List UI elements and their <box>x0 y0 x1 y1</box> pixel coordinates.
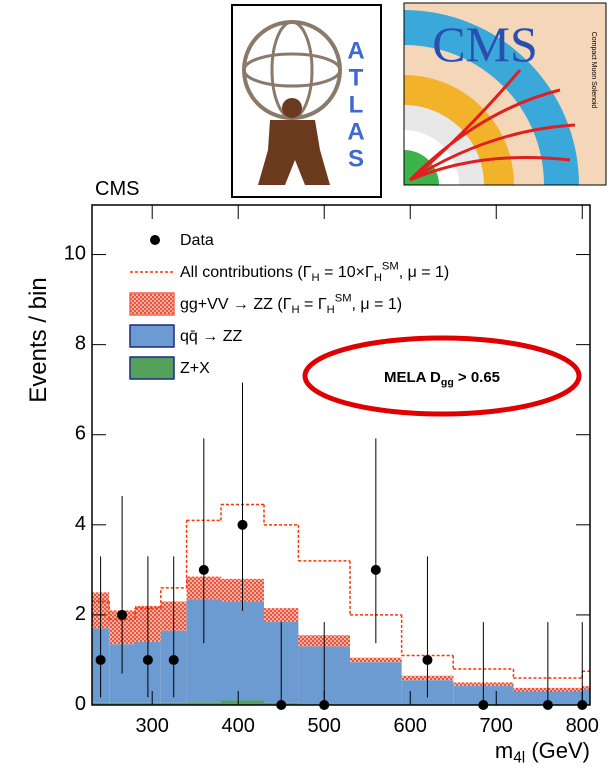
data-point <box>96 655 106 665</box>
legend-marker <box>150 235 160 245</box>
x-tick-label: 700 <box>480 715 513 737</box>
atlas-text: ATLAS <box>343 38 370 173</box>
y-axis-label: Events / bin <box>25 277 52 402</box>
x-tick-label: 600 <box>394 715 427 737</box>
legend-swatch <box>130 357 174 379</box>
histogram-bar <box>350 658 402 663</box>
cms-text: CMS <box>432 16 538 72</box>
x-tick-label: 300 <box>136 715 169 737</box>
data-point <box>199 565 209 575</box>
histogram-bar <box>221 601 264 700</box>
x-tick-label: 400 <box>222 715 255 737</box>
legend-label: Z+X <box>180 360 210 377</box>
legend-swatch <box>130 325 174 347</box>
y-tick-label: 6 <box>75 423 86 445</box>
legend-label: qq̄ → ZZ <box>180 328 242 345</box>
data-point <box>238 520 248 530</box>
legend-label: All contributions (ΓH = 10×ΓHSM, μ = 1) <box>180 261 449 284</box>
histogram-bar <box>264 608 298 622</box>
x-tick-label: 800 <box>566 715 599 737</box>
y-tick-label: 10 <box>64 243 86 265</box>
data-point <box>143 655 153 665</box>
data-point <box>422 655 432 665</box>
chart: CMS Events / bin m4l (GeV) MELA Dgg > 0.… <box>0 0 611 772</box>
legend-label: Data <box>180 232 214 249</box>
data-point <box>117 610 127 620</box>
atlas-logo: ATLAS <box>232 5 381 197</box>
histogram-bar <box>582 686 590 689</box>
x-tick-label: 500 <box>308 715 341 737</box>
data-point <box>371 565 381 575</box>
x-axis-label: m4l (GeV) <box>495 738 590 767</box>
legend-swatch <box>130 293 174 315</box>
y-tick-label: 8 <box>75 333 86 355</box>
y-tick-label: 4 <box>75 513 86 535</box>
legend-label: gg+VV → ZZ (ΓH = ΓHSM, μ = 1) <box>180 293 402 316</box>
data-point <box>169 655 179 665</box>
page: CMS Events / bin m4l (GeV) MELA Dgg > 0.… <box>0 0 611 772</box>
histogram-bar <box>350 662 402 704</box>
experiment-label: CMS <box>95 178 139 200</box>
annotation: MELA Dgg > 0.65 <box>384 369 500 388</box>
cms-subtitle: Compact Muon Solenoid <box>590 32 597 109</box>
y-tick-label: 2 <box>75 603 86 625</box>
y-tick-label: 0 <box>75 693 86 715</box>
